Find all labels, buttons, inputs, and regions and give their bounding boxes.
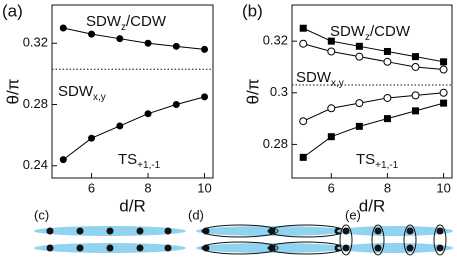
marker bbox=[59, 24, 67, 32]
series-line bbox=[303, 27, 444, 63]
y-tick-label: 0.32 bbox=[23, 35, 48, 50]
marker bbox=[116, 122, 124, 130]
marker bbox=[355, 52, 364, 61]
y-axis-label: θ/π bbox=[243, 79, 262, 105]
y-tick-label: 0.28 bbox=[263, 136, 288, 151]
x-tick-label: 6 bbox=[88, 180, 95, 195]
marker bbox=[355, 99, 364, 108]
plot-frame bbox=[291, 4, 453, 179]
marker bbox=[411, 62, 420, 71]
annotation: SDWx,y bbox=[58, 83, 106, 103]
x-axis-label: d/R bbox=[119, 196, 145, 215]
diagram-label: (c) bbox=[34, 207, 49, 222]
marker bbox=[327, 47, 336, 56]
annotation-subscript: x,y bbox=[93, 92, 106, 103]
marker bbox=[327, 104, 336, 113]
annotation-text: /CDW bbox=[370, 23, 411, 40]
marker bbox=[299, 153, 307, 161]
annotation: TS+1,-1 bbox=[356, 151, 399, 171]
annotation: SDWx,y bbox=[296, 69, 344, 89]
marker bbox=[88, 30, 96, 38]
annotation-text: TS bbox=[356, 151, 375, 168]
annotation-text: SDW bbox=[58, 83, 94, 100]
y-axis-label: θ/π bbox=[3, 79, 22, 105]
marker bbox=[440, 99, 448, 107]
annotation-subscript: +1,-1 bbox=[137, 160, 161, 171]
annotation: SDWz/CDW bbox=[86, 13, 167, 33]
marker bbox=[327, 133, 335, 141]
marker bbox=[116, 35, 124, 43]
annotation-subscript: +1,-1 bbox=[375, 160, 399, 171]
marker bbox=[355, 42, 363, 50]
marker bbox=[411, 91, 420, 100]
annotation-text: /CDW bbox=[126, 13, 167, 30]
annotation: TS+1,-1 bbox=[118, 151, 161, 171]
marker bbox=[88, 134, 96, 142]
series-line bbox=[303, 43, 444, 71]
marker bbox=[201, 45, 209, 53]
marker bbox=[383, 47, 391, 55]
marker bbox=[299, 24, 307, 32]
marker bbox=[383, 57, 392, 66]
marker bbox=[59, 156, 67, 164]
marker bbox=[144, 110, 152, 118]
panel-label: (a) bbox=[2, 1, 23, 20]
series-line bbox=[303, 92, 444, 122]
annotation-text: SDW bbox=[330, 23, 366, 40]
annotation-text: TS bbox=[118, 151, 137, 168]
diagram-label: (e) bbox=[345, 207, 361, 222]
series-line bbox=[62, 96, 205, 161]
x-tick-label: 10 bbox=[197, 180, 211, 195]
marker bbox=[412, 53, 420, 61]
annotation-subscript: z bbox=[121, 22, 126, 33]
x-tick-label: 8 bbox=[384, 180, 391, 195]
annotation-subscript: z bbox=[365, 32, 370, 43]
x-axis-label: d/R bbox=[359, 196, 385, 215]
marker bbox=[383, 115, 391, 123]
annotation-subscript: x,y bbox=[331, 78, 344, 89]
marker bbox=[439, 65, 448, 74]
y-tick-label: 0.24 bbox=[23, 157, 48, 172]
annotation: SDWz/CDW bbox=[330, 23, 411, 43]
plot-frame bbox=[51, 4, 214, 179]
marker bbox=[327, 37, 335, 45]
marker bbox=[299, 39, 308, 48]
x-tick-label: 10 bbox=[436, 180, 450, 195]
chart-panel: (b)0.280.30.326 8 10d/Rθ/πSDWz/CDWSDWx,yTS… bbox=[242, 1, 453, 215]
marker bbox=[201, 93, 209, 101]
chart-panel: (a)0.240.280.326 8 10d/Rθ/πSDWz/CDWSDWx,yT… bbox=[2, 1, 214, 215]
panel-label: (b) bbox=[242, 1, 263, 20]
series-line bbox=[63, 27, 205, 50]
marker bbox=[144, 39, 152, 47]
series-line bbox=[302, 102, 444, 158]
marker bbox=[299, 117, 308, 126]
y-tick-label: 0.3 bbox=[270, 84, 288, 99]
diagram-d: (d) bbox=[188, 207, 348, 255]
x-tick-label: 8 bbox=[144, 180, 151, 195]
diagram-e: (e) bbox=[337, 207, 453, 256]
diagram-label: (d) bbox=[188, 207, 204, 222]
annotation-text: SDW bbox=[86, 13, 122, 30]
marker bbox=[355, 122, 363, 130]
marker bbox=[439, 88, 448, 97]
y-tick-label: 0.28 bbox=[23, 96, 48, 111]
marker bbox=[412, 107, 420, 115]
annotation-text: SDW bbox=[296, 69, 332, 86]
x-tick-label: 6 bbox=[328, 180, 335, 195]
marker bbox=[172, 42, 180, 50]
marker bbox=[440, 58, 448, 66]
marker bbox=[383, 93, 392, 102]
marker bbox=[172, 101, 180, 109]
y-tick-label: 0.32 bbox=[263, 33, 288, 48]
diagram-c: (c) bbox=[34, 207, 186, 253]
